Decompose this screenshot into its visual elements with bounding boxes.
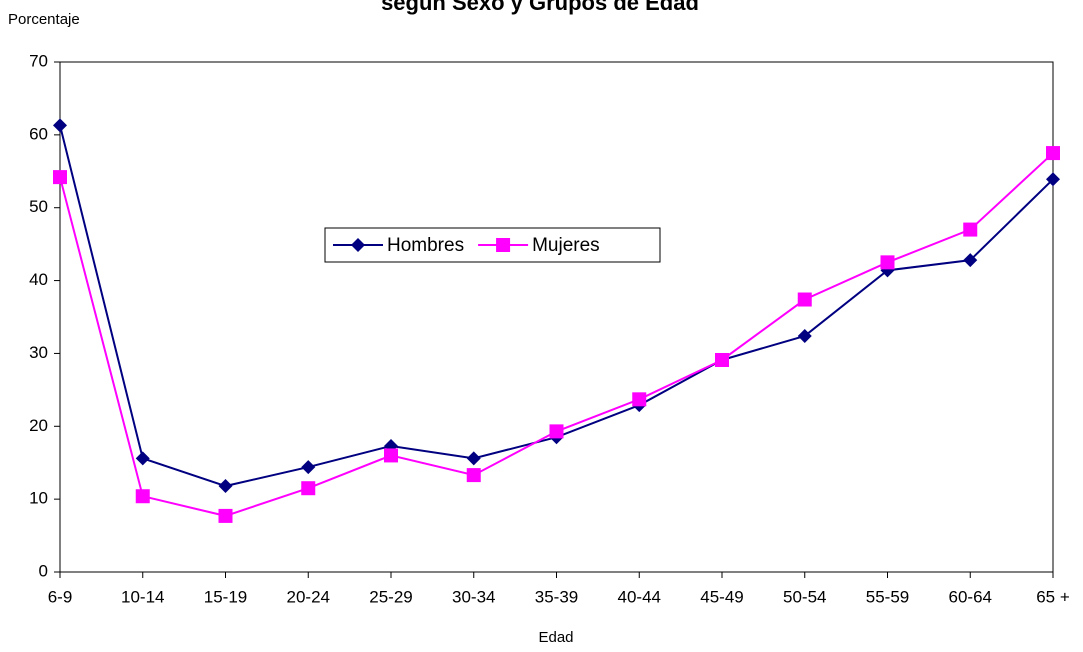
data-point xyxy=(53,170,67,185)
x-tick-label: 45-49 xyxy=(700,587,743,606)
data-point xyxy=(1046,172,1060,187)
data-point xyxy=(53,118,67,133)
data-point xyxy=(218,479,233,494)
data-point xyxy=(466,451,481,466)
data-point xyxy=(218,508,233,523)
y-tick-label: 50 xyxy=(29,197,48,216)
legend-label: Mujeres xyxy=(532,235,600,256)
data-point xyxy=(301,481,316,496)
data-point xyxy=(797,328,812,343)
x-tick-label: 35-39 xyxy=(535,587,578,606)
y-tick-label: 0 xyxy=(39,561,48,580)
y-tick-label: 70 xyxy=(29,51,48,70)
x-tick-label: 65 + xyxy=(1036,587,1070,606)
legend-label: Hombres xyxy=(387,235,464,256)
y-axis-label: Porcentaje xyxy=(8,11,80,28)
y-tick-label: 30 xyxy=(29,343,48,362)
chart-title: según Sexo y Grupos de Edad xyxy=(381,0,699,15)
x-tick-label: 30-34 xyxy=(452,587,495,606)
x-tick-label: 25-29 xyxy=(369,587,412,606)
data-point xyxy=(797,292,812,307)
x-tick-label: 6-9 xyxy=(48,587,73,606)
y-tick-label: 10 xyxy=(29,489,48,508)
data-point xyxy=(384,448,398,463)
data-point xyxy=(715,352,729,367)
x-tick-label: 55-59 xyxy=(866,587,909,606)
x-tick-label: 10-14 xyxy=(121,587,164,606)
data-point xyxy=(963,222,978,237)
y-tick-label: 60 xyxy=(29,124,48,143)
data-point xyxy=(466,468,481,483)
x-tick-label: 15-19 xyxy=(204,587,247,606)
x-tick-label: 40-44 xyxy=(618,587,661,606)
x-tick-label: 20-24 xyxy=(287,587,330,606)
data-point xyxy=(1046,146,1060,161)
legend-marker xyxy=(496,238,511,252)
data-point xyxy=(963,253,978,268)
data-point xyxy=(632,392,647,407)
data-point xyxy=(135,489,150,504)
x-axis-label: Edad xyxy=(538,629,573,646)
data-point xyxy=(549,424,564,439)
data-point xyxy=(880,255,895,270)
y-tick-label: 20 xyxy=(29,416,48,435)
data-point xyxy=(135,451,150,466)
legend-marker xyxy=(351,238,365,252)
x-tick-label: 60-64 xyxy=(949,587,992,606)
data-point xyxy=(301,460,316,475)
x-tick-label: 50-54 xyxy=(783,587,826,606)
y-tick-label: 40 xyxy=(29,270,48,289)
